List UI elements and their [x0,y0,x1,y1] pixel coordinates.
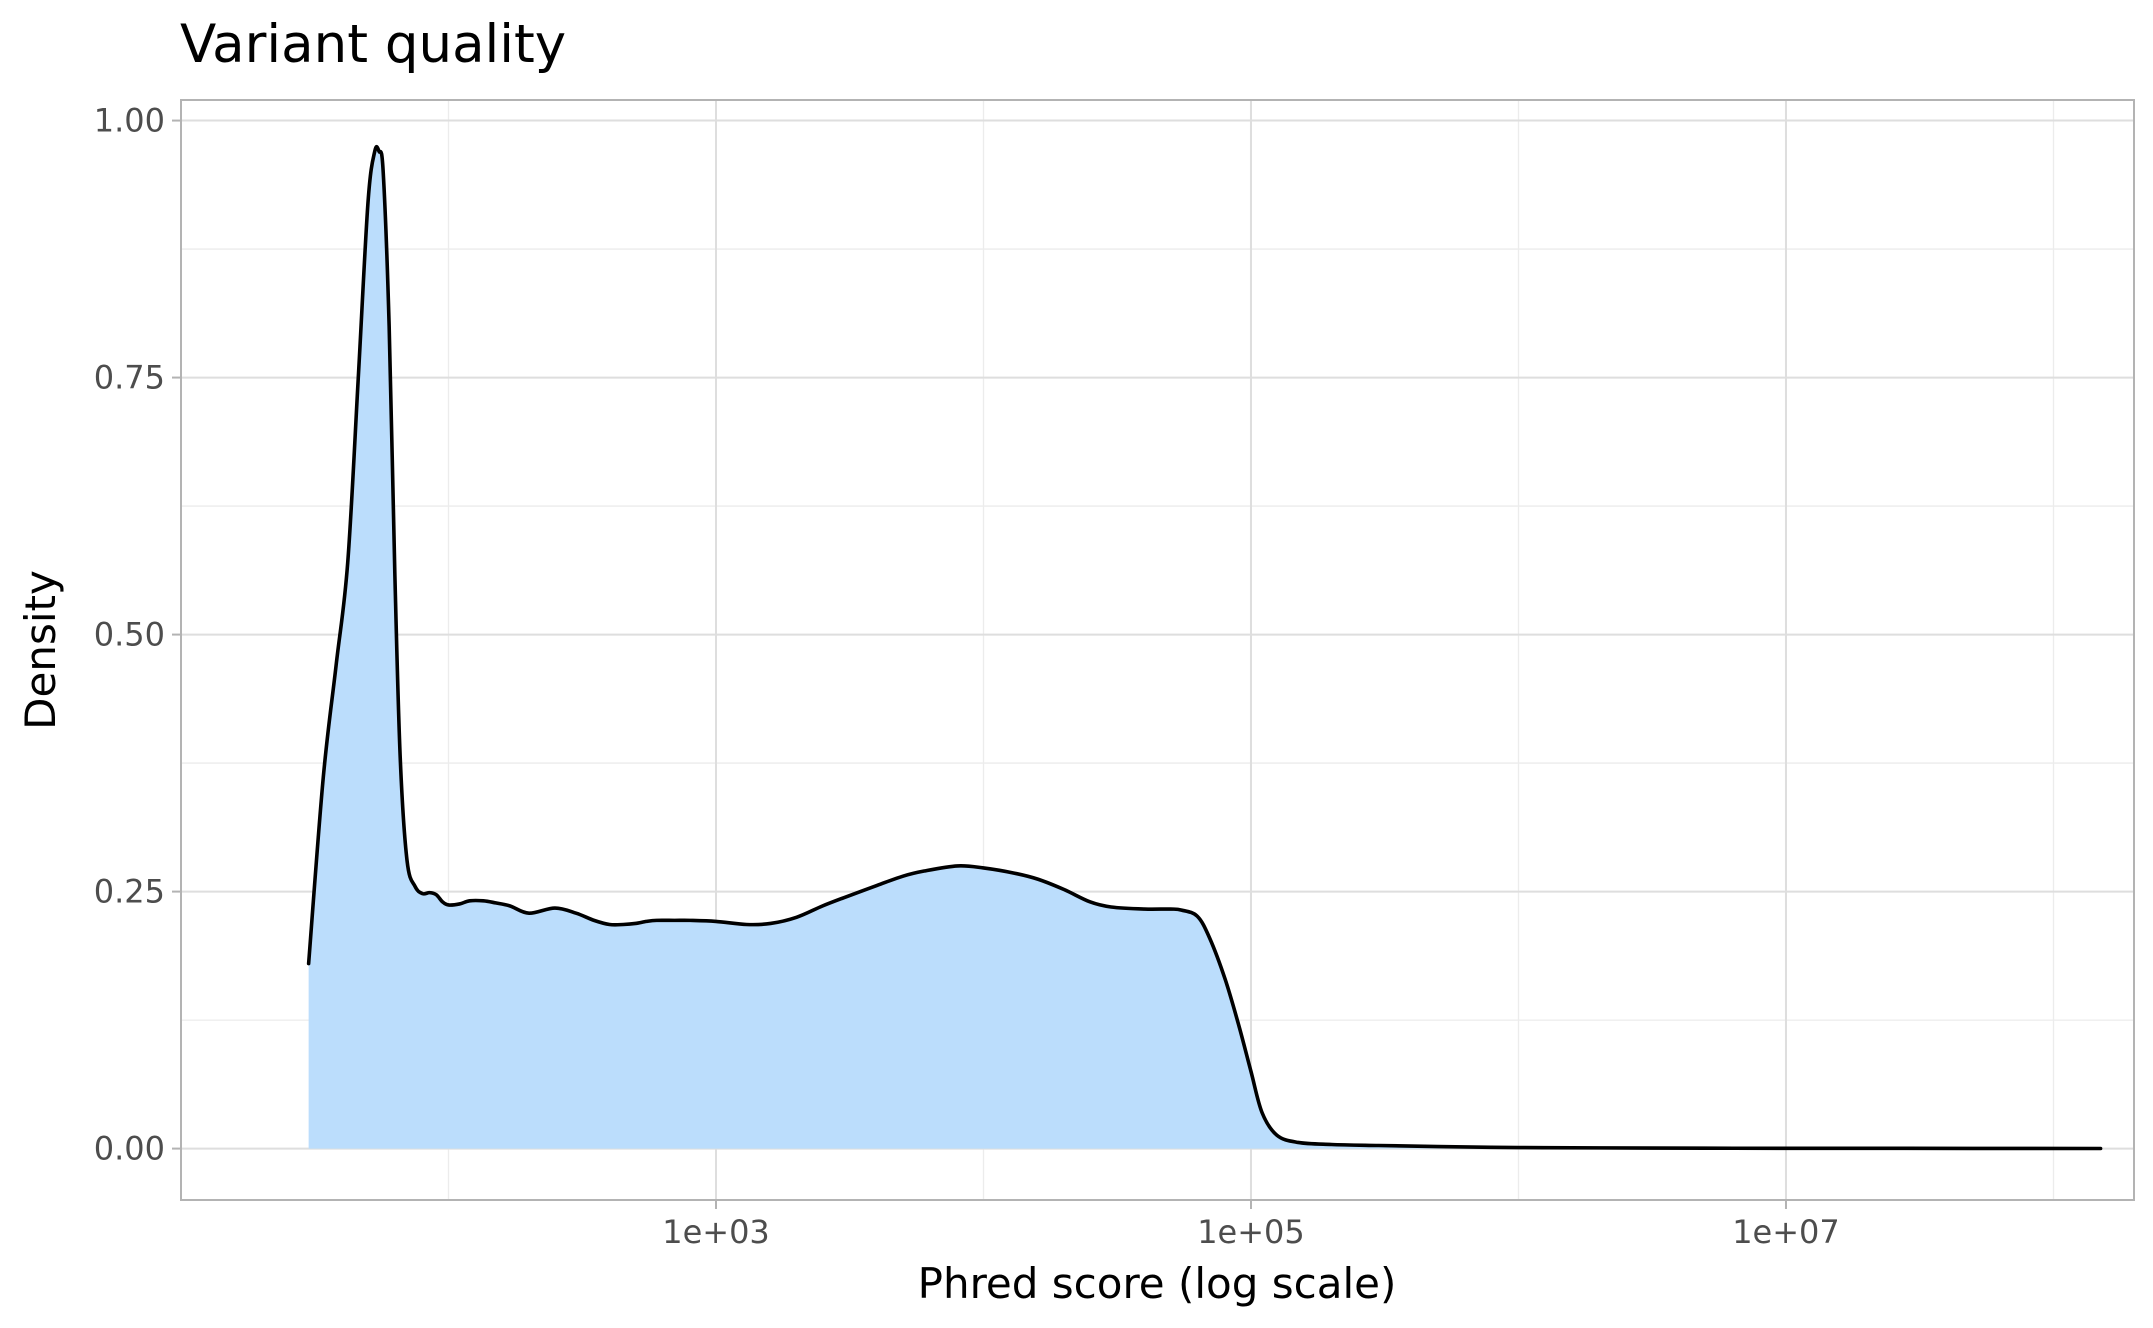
panel-border [180,99,2135,1201]
y-axis: 0.00 0.25 0.50 0.75 1.00 [94,102,181,1168]
y-tick-label: 1.00 [94,102,165,140]
chart-title: Variant quality [180,14,566,75]
y-tick-label: 0.00 [94,1130,165,1168]
y-tick-label: 0.50 [94,616,165,654]
density-area [308,146,2101,1149]
y-tick-label: 0.25 [94,873,165,911]
x-axis-title: Phred score (log scale) [918,1259,1397,1308]
x-tick-label: 1e+07 [1732,1213,1840,1251]
density-curve [306,144,2103,1151]
y-axis-title: Density [16,570,65,730]
y-tick-label: 0.75 [94,359,165,397]
x-tick-label: 1e+05 [1197,1213,1305,1251]
x-axis: 1e+03 1e+05 1e+07 [662,1200,1840,1251]
x-tick-label: 1e+03 [662,1213,770,1251]
minor-gridlines [181,100,2134,1200]
